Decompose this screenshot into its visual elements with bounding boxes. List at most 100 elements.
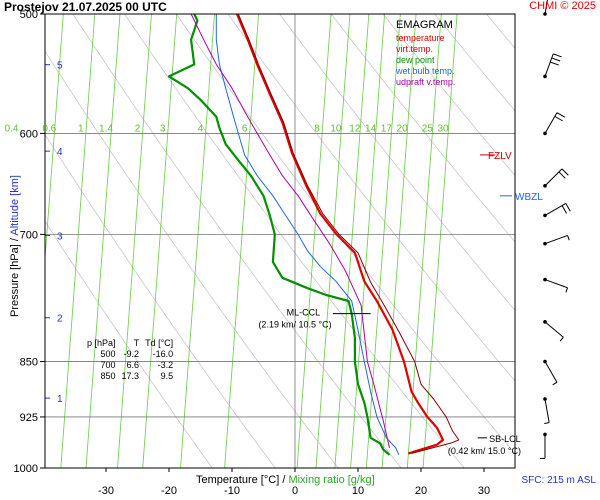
y-axis-label-pressure: Pressure [hPa] <box>9 244 21 317</box>
mixing-ratio-line <box>296 14 332 468</box>
wind-barb-shaft <box>544 112 558 134</box>
mixing-ratio-label: 0.6 <box>42 124 56 135</box>
pressure-tick-label: 850 <box>20 357 38 369</box>
legend-item-updraft: udpraft v.temp. <box>396 77 456 87</box>
mixing-ratio-label: 1.4 <box>99 124 113 135</box>
temperature-tick-label: 30 <box>478 485 490 497</box>
mixing-ratio-line <box>334 14 370 468</box>
dry-adiabat-line <box>382 14 515 177</box>
table-cell: -3.2 <box>157 360 174 370</box>
dry-adiabat-line <box>175 14 515 455</box>
credit-label: CHMI © 2025 <box>529 0 596 12</box>
plot-border <box>44 13 516 469</box>
x-axis-label-temp: Temperature [°C] <box>196 474 280 486</box>
mixing-ratio-line <box>85 14 121 468</box>
mixing-ratio-line <box>45 14 64 264</box>
table-cell: -16.0 <box>152 349 174 359</box>
dry-adiabat-line <box>227 14 515 382</box>
wbzl-label: WBZL <box>515 192 543 203</box>
wind-barb-feather <box>551 57 561 62</box>
wind-barb-shaft <box>544 398 550 423</box>
table-row: 700 6.6 -3.2 <box>84 360 176 371</box>
wind-barb-feather <box>567 235 570 241</box>
surface-elevation-label: SFC: 215 m ASL <box>521 475 596 486</box>
wind-barb-feather <box>561 168 569 176</box>
series-line-dew-point <box>167 14 391 456</box>
y-axis-label-altitude: Altitude [km] <box>9 175 21 236</box>
wind-barb-feather <box>553 53 562 58</box>
wind-barb-base <box>543 213 547 218</box>
wind-barb-base <box>543 320 547 324</box>
wind-barb-feather <box>544 422 550 424</box>
altitude-tick-label: 4 <box>57 147 63 158</box>
x-axis-label-mixing: Mixing ratio [g/kg] <box>288 474 375 486</box>
x-axis-label-sep: / <box>282 474 286 486</box>
altitude-tick-label: 2 <box>57 314 63 325</box>
table-row: 500 -9.2 -16.0 <box>84 349 176 360</box>
mixing-ratio-label: 14 <box>365 124 377 135</box>
mixing-ratio-label: 20 <box>397 124 409 135</box>
dry-adiabat-line <box>45 133 276 468</box>
x-axis-label: Temperature [°C] / Mixing ratio [g/kg] <box>196 474 375 486</box>
profile-series <box>167 14 460 456</box>
pressure-tick-label: 700 <box>20 229 38 241</box>
dry-adiabats <box>45 14 515 468</box>
wind-barb-base <box>543 432 547 437</box>
sb-lcl-detail-label: (0.42 km/ 15.0 °C) <box>448 446 521 456</box>
altitude-tick-label: 5 <box>57 61 63 72</box>
table-cell: 9.5 <box>160 371 174 381</box>
mixing-ratio-line <box>60 14 96 468</box>
pressure-tick-label: 925 <box>20 412 38 424</box>
mixing-ratio-label: 6 <box>242 124 248 135</box>
wind-barb-base <box>543 397 547 401</box>
series-line-temperature <box>235 14 445 455</box>
altitude-tick-label: 3 <box>57 231 63 242</box>
fzlv-label: FZLV <box>488 151 512 162</box>
series-line-wet-bulb-temp <box>215 14 400 456</box>
dry-adiabat-line <box>72 14 402 468</box>
wind-barb-feather <box>559 336 564 342</box>
pressure-tick-label: 500 <box>20 9 38 21</box>
mixing-ratio-line <box>350 14 385 468</box>
mixing-ratio-label: 0.4 <box>5 124 19 135</box>
mixing-ratio-line <box>224 14 259 468</box>
mixing-ratio-line <box>180 14 215 468</box>
annotations: ML-CCL (2.19 km/ 10.5 °C) SB-LCL (0.42 km/ … <box>258 308 521 456</box>
axis-ticks: 0.4 0.6 1 1.4 2 3 4 6 8 10 12 14 17 20 25 3050060070085… <box>5 9 491 497</box>
wind-barb-shaft <box>544 0 548 15</box>
wind-barb-base <box>543 12 547 16</box>
ml-ccl-label: ML-CCL <box>287 308 321 318</box>
temperature-tick-label: -10 <box>224 485 240 497</box>
mixing-ratio-label: 1 <box>78 124 84 135</box>
temperature-tick-label: -20 <box>161 485 177 497</box>
temperature-tick-label: -30 <box>98 485 114 497</box>
temperature-tick-label: 0 <box>292 485 298 497</box>
wind-barb-shaft <box>544 202 567 216</box>
temperature-tick-label: 20 <box>415 485 427 497</box>
dry-adiabat-line <box>279 14 515 311</box>
sb-lcl-label: SB-LCL <box>489 434 521 444</box>
table-header-cell: p [hPa] <box>87 338 116 348</box>
wind-barb-feather <box>554 115 563 122</box>
legend-item-wet-bulb: wet bulb temp. <box>396 66 455 76</box>
series-line-udpraft-v-temp <box>190 14 390 449</box>
wind-barb-feather <box>558 171 566 179</box>
wind-barbs <box>540 0 571 459</box>
y-axis-label-sep: / <box>9 238 21 242</box>
dry-adiabat-line <box>486 14 515 49</box>
legend-title: EMAGRAM <box>396 19 453 31</box>
legend-item-dew-point: dew point <box>396 55 435 65</box>
values-table: p [hPa] T Td [°C] 500 -9.2 -16.0 700 6.6… <box>84 338 176 382</box>
mixing-ratio-line <box>365 14 401 468</box>
mixing-ratio-line <box>315 14 351 468</box>
plot-frame <box>44 13 516 469</box>
mixing-ratio-label: 4 <box>198 124 204 135</box>
mixing-ratio-label: 8 <box>314 124 320 135</box>
pressure-tick-label: 1000 <box>14 463 38 475</box>
table-cell: 17.3 <box>121 371 140 381</box>
values-table-header: p [hPa] T Td [°C] <box>84 338 176 349</box>
wind-barb-shaft <box>544 168 563 187</box>
wind-barb-feather <box>556 112 566 118</box>
wind-barb-base <box>543 131 547 136</box>
wind-barb-feather <box>552 381 558 386</box>
